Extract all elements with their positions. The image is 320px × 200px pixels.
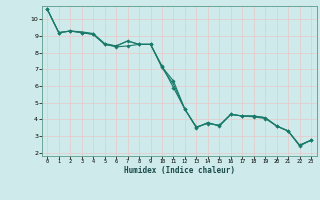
- X-axis label: Humidex (Indice chaleur): Humidex (Indice chaleur): [124, 166, 235, 175]
